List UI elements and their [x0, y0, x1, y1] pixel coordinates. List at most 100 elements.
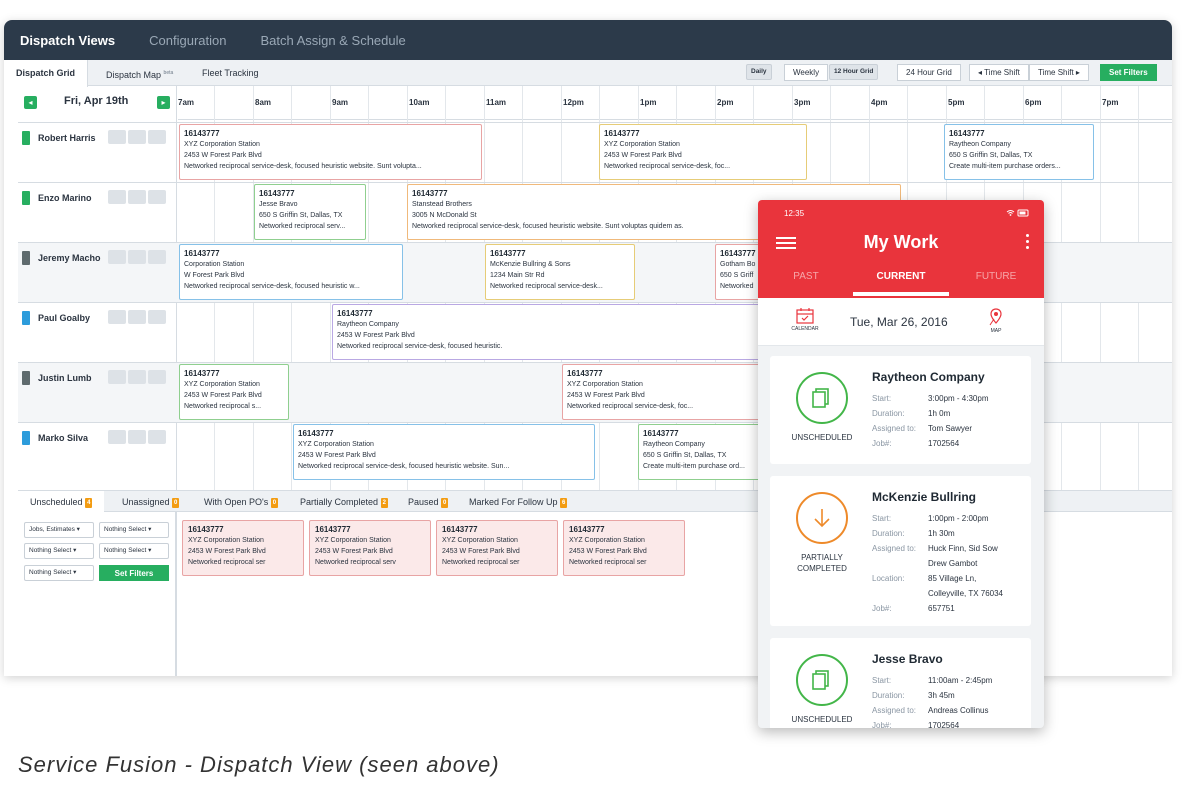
filter-select[interactable]: Nothing Select ▾	[24, 565, 94, 581]
job-type-select[interactable]: Jobs, Estimates ▾	[24, 522, 94, 538]
hour-label: 12pm	[563, 98, 584, 107]
weekly-button[interactable]: Weekly	[784, 64, 829, 81]
prev-day-icon[interactable]: ◂	[24, 96, 37, 109]
job-description: Networked reciprocal service-desk, focus…	[298, 463, 510, 470]
calendar-button[interactable]: CALENDAR	[788, 308, 822, 332]
tech-slot	[128, 190, 146, 204]
selected-date: Tue, Mar 26, 2016	[850, 315, 948, 329]
job-card[interactable]: 16143777 XYZ Corporation Station 2453 W …	[293, 424, 595, 480]
unscheduled-job-card[interactable]: 16143777 XYZ Corporation Station 2453 W …	[309, 520, 431, 576]
tech-name[interactable]: Jeremy Macho	[38, 253, 101, 263]
tech-slot	[128, 130, 146, 144]
duration-value: 3h 45m	[928, 691, 955, 700]
menu-icon[interactable]	[776, 237, 796, 251]
filter-select[interactable]: Nothing Select ▾	[99, 543, 169, 559]
job-card[interactable]: 16143777 XYZ Corporation Station 2453 W …	[599, 124, 807, 180]
job-address: 650 S Griffin St, Dallas, TX	[259, 212, 343, 219]
start-label: Start:	[872, 394, 892, 403]
tech-name[interactable]: Marko Silva	[38, 433, 89, 443]
view-toolbar: Dispatch Grid Dispatch Map beta Fleet Tr…	[4, 60, 1172, 87]
job-number-label: Job#:	[872, 604, 892, 613]
time-shift-back-button[interactable]: ◂ Time Shift	[969, 64, 1029, 81]
job-address: 2453 W Forest Park Blvd	[337, 332, 415, 339]
job-card[interactable]: 16143777 Raytheon Company 650 S Griffin …	[944, 124, 1094, 180]
tab-dispatch-map[interactable]: Dispatch Map beta	[94, 60, 185, 86]
nav-batch-assign[interactable]: Batch Assign & Schedule	[260, 32, 406, 48]
tech-name[interactable]: Paul Goalby	[38, 313, 91, 323]
work-card[interactable]: UNSCHEDULED Raytheon Company Start: 3:00…	[770, 356, 1031, 464]
tech-slot	[148, 190, 166, 204]
job-card[interactable]: 16143777 XYZ Corporation Station 2453 W …	[179, 124, 482, 180]
job-description: Networked reciprocal serv	[315, 559, 396, 566]
tech-name[interactable]: Enzo Marino	[38, 193, 92, 203]
tech-name[interactable]: Robert Harris	[38, 133, 96, 143]
tab-unscheduled[interactable]: Unscheduled 4	[18, 491, 105, 513]
job-address: 2453 W Forest Park Blvd	[569, 548, 647, 555]
count-badge: 0	[270, 498, 279, 508]
tab-unassigned[interactable]: Unassigned 0	[110, 491, 191, 513]
job-card[interactable]: 16143777 Raytheon Company 2453 W Forest …	[332, 304, 772, 360]
assigned-value: Drew Gambot	[928, 559, 978, 568]
mobile-tab-current[interactable]: CURRENT	[876, 271, 926, 282]
day-selector: ◂ Fri, Apr 19th ▸	[4, 86, 174, 120]
24-hour-grid-button[interactable]: 24 Hour Grid	[897, 64, 961, 81]
map-label: MAP	[990, 328, 1002, 334]
nav-configuration[interactable]: Configuration	[149, 32, 227, 48]
filter-set-button[interactable]: Set Filters	[99, 565, 169, 581]
work-card[interactable]: PARTIALLY COMPLETED McKenzie Bullring St…	[770, 476, 1031, 626]
hour-label: 1pm	[640, 98, 657, 107]
tech-color-marker	[22, 431, 30, 445]
tab-open-pos[interactable]: With Open PO's 0	[192, 491, 290, 513]
tab-follow-up[interactable]: Marked For Follow Up 6	[457, 491, 579, 513]
hour-label: 9am	[332, 98, 349, 107]
count-badge: 0	[441, 498, 449, 508]
daily-button[interactable]: Daily	[746, 64, 772, 80]
more-options-icon[interactable]	[1026, 234, 1030, 252]
tab-partially-completed[interactable]: Partially Completed 2	[288, 491, 400, 513]
work-card[interactable]: UNSCHEDULED Jesse Bravo Start: 11:00am -…	[770, 638, 1031, 728]
unscheduled-job-card[interactable]: 16143777 XYZ Corporation Station 2453 W …	[182, 520, 304, 576]
mobile-tab-future[interactable]: FUTURE	[975, 271, 1017, 282]
tab-paused[interactable]: Paused 0	[396, 491, 460, 513]
job-card[interactable]: 16143777 Raytheon Company 650 S Griffin …	[638, 424, 772, 480]
tech-row: Marko Silva	[18, 422, 1172, 490]
duration-label: Duration:	[872, 529, 905, 538]
job-card[interactable]: 16143777 McKenzie Bullring & Sons 1234 M…	[485, 244, 635, 300]
unscheduled-job-card[interactable]: 16143777 XYZ Corporation Station 2453 W …	[563, 520, 685, 576]
tech-name[interactable]: Justin Lumb	[38, 373, 92, 383]
job-card[interactable]: 16143777 XYZ Corporation Station 2453 W …	[179, 364, 289, 420]
filter-select[interactable]: Nothing Select ▾	[24, 543, 94, 559]
image-caption: Service Fusion - Dispatch View (seen abo…	[18, 752, 500, 777]
beta-badge: beta	[163, 70, 174, 76]
tab-fleet-tracking[interactable]: Fleet Tracking	[202, 68, 259, 78]
job-address: 650 S Griffin St, Dallas, TX	[949, 152, 1033, 159]
time-shift-forward-button[interactable]: Time Shift ▸	[1029, 64, 1089, 81]
job-card[interactable]: 16143777 Corporation Station W Forest Pa…	[179, 244, 403, 300]
job-id: 16143777	[442, 525, 478, 534]
location-value: 85 Village Ln,	[928, 574, 977, 583]
tech-row: Robert Harris	[18, 122, 1172, 182]
hour-label: 8am	[255, 98, 272, 107]
tab-dispatch-grid[interactable]: Dispatch Grid	[4, 60, 89, 87]
job-card[interactable]: 16143777 XYZ Corporation Station 2453 W …	[562, 364, 772, 420]
filter-select[interactable]: Nothing Select ▾	[99, 522, 169, 538]
job-number-label: Job#:	[872, 439, 892, 448]
hour-label: 4pm	[871, 98, 888, 107]
unscheduled-job-card[interactable]: 16143777 XYZ Corporation Station 2453 W …	[436, 520, 558, 576]
hour-label: 7pm	[1102, 98, 1119, 107]
set-filters-button[interactable]: Set Filters	[1100, 64, 1157, 81]
tech-slot	[148, 370, 166, 384]
mobile-tab-past[interactable]: PAST	[793, 271, 819, 282]
job-description: Networked reciprocal service-desk, focus…	[184, 283, 360, 290]
job-address: 650 S Griff	[720, 272, 754, 279]
nav-dispatch-views[interactable]: Dispatch Views	[20, 32, 116, 48]
unscheduled-status-icon	[796, 372, 848, 424]
job-description: Networked reciprocal service-desk, foc..…	[567, 403, 694, 410]
job-card[interactable]: 16143777 Jesse Bravo 650 S Griffin St, D…	[254, 184, 366, 240]
map-button[interactable]: MAP	[984, 308, 1008, 334]
job-customer: McKenzie Bullring & Sons	[490, 261, 571, 268]
job-address: 650 S Griffin St, Dallas, TX	[643, 452, 727, 459]
12-hour-grid-button[interactable]: 12 Hour Grid	[829, 64, 879, 80]
active-tab-indicator	[853, 292, 949, 296]
next-day-icon[interactable]: ▸	[157, 96, 170, 109]
